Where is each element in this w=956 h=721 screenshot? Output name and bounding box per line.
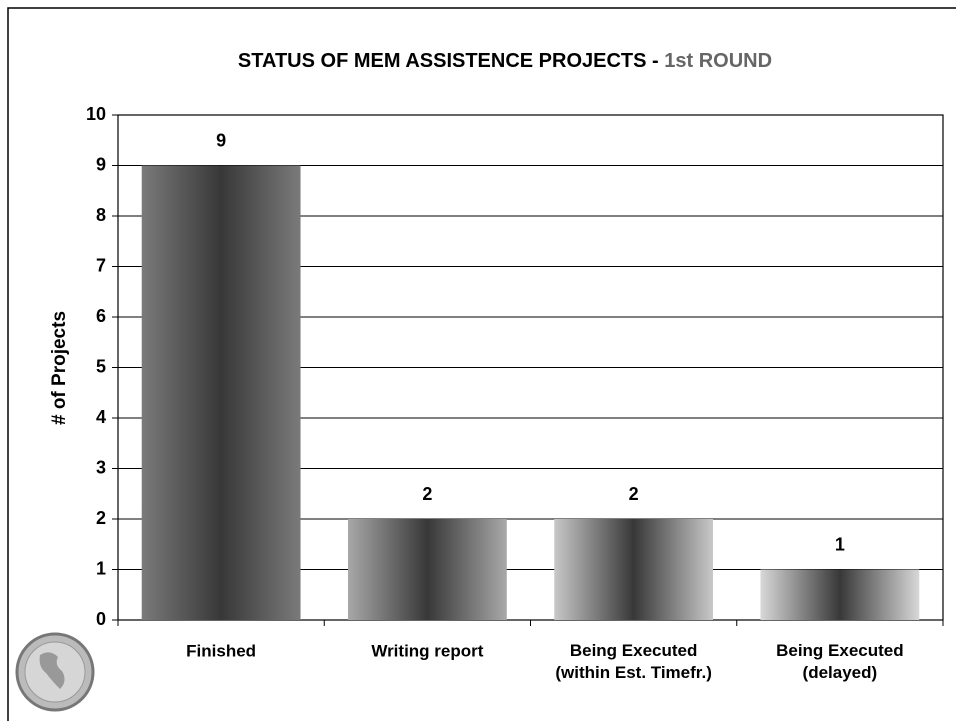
bar [554,519,714,620]
chart-title: STATUS OF MEM ASSISTENCE PROJECTS - 1st … [238,50,772,72]
title-main: STATUS OF MEM ASSISTENCE PROJECTS - [238,50,659,72]
y-tick-label: 2 [96,508,106,528]
value-label: 1 [835,534,845,554]
value-label: 2 [629,484,639,504]
y-axis-label: # of Projects [49,311,70,425]
y-tick-label: 0 [96,609,106,629]
value-label: 2 [422,484,432,504]
logo [15,632,95,712]
x-tick-label: Finished [186,641,256,660]
x-tick-label: Being Executed (delayed) [776,641,904,682]
bar [347,519,507,620]
frame [7,7,956,721]
y-tick-label: 7 [96,255,106,275]
y-tick-label: 9 [96,154,106,174]
bar [760,569,920,620]
y-tick-label: 1 [96,558,106,578]
y-tick-label: 5 [96,356,106,376]
y-tick-label: 6 [96,306,106,326]
title-round: 1st ROUND [664,50,772,72]
bar [141,165,301,620]
x-tick-label: Being Executed (within Est. Timefr.) [555,641,711,682]
y-tick-label: 4 [96,407,106,427]
x-tick-label: Writing report [371,641,483,660]
y-tick-label: 8 [96,205,106,225]
y-tick-label: 3 [96,457,106,477]
value-label: 9 [216,130,226,150]
y-tick-label: 10 [86,104,106,124]
